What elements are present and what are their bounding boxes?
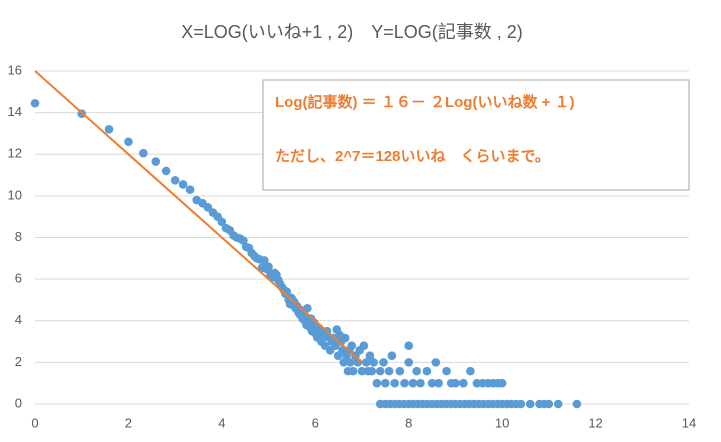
data-point	[348, 366, 358, 376]
y-tick-label: 10	[8, 187, 22, 202]
annotation: Log(記事数) ＝ １６－ ２Log(いいね数 + １)	[275, 93, 575, 111]
data-point	[390, 378, 400, 388]
data-point	[416, 378, 425, 388]
y-tick-label: 4	[15, 312, 22, 327]
data-point	[260, 256, 269, 265]
y-tick-label: 16	[8, 62, 22, 77]
data-point	[459, 378, 468, 388]
data-point	[400, 378, 409, 388]
data-point	[104, 124, 114, 134]
data-point	[185, 185, 195, 194]
x-tick-label: 4	[218, 415, 225, 430]
data-point	[395, 366, 405, 376]
trendline	[34, 70, 363, 364]
data-point	[367, 366, 377, 376]
data-point	[30, 98, 40, 108]
data-point	[346, 358, 355, 367]
data-point	[264, 262, 273, 271]
data-point	[357, 366, 367, 376]
data-point	[139, 148, 148, 158]
annotation-box	[262, 79, 690, 191]
data-point	[381, 378, 390, 388]
data-point	[124, 137, 133, 147]
data-point	[544, 399, 554, 409]
x-tick-label: 14	[682, 415, 696, 430]
data-point	[170, 175, 180, 185]
x-tick-label: 0	[31, 415, 38, 430]
y-tick-label: 6	[15, 271, 22, 286]
data-point	[572, 399, 582, 409]
data-point	[525, 399, 535, 409]
data-point	[151, 157, 161, 166]
data-point	[161, 166, 171, 176]
data-point	[217, 217, 227, 227]
y-tick-label: 8	[15, 229, 22, 244]
data-point	[553, 399, 563, 409]
data-point	[339, 358, 349, 367]
y-tick-label: 12	[8, 146, 22, 161]
data-point	[384, 366, 394, 376]
x-tick-label: 6	[312, 415, 319, 430]
data-point	[442, 366, 451, 376]
data-point	[466, 366, 475, 376]
data-point	[387, 351, 397, 361]
data-point	[347, 341, 357, 351]
data-point	[408, 378, 418, 388]
x-tick-label: 12	[588, 415, 602, 430]
data-point	[404, 358, 414, 367]
data-point	[359, 341, 369, 351]
data-point	[379, 358, 388, 367]
x-tick-label: 2	[125, 415, 132, 430]
data-point	[361, 358, 371, 367]
data-point	[427, 378, 437, 388]
x-tick-label: 8	[405, 415, 412, 430]
data-point	[516, 399, 526, 409]
data-point	[404, 341, 414, 351]
annotation: ただし、2^7＝128いいね くらいまで。	[275, 148, 550, 165]
chart-title: X=LOG(いいね+1 , 2) Y=LOG(記事数 , 2)	[181, 22, 523, 42]
data-point	[365, 351, 375, 361]
data-point	[375, 366, 385, 376]
data-point	[497, 378, 507, 388]
data-point	[372, 378, 382, 388]
data-point	[422, 366, 432, 376]
data-point	[369, 358, 378, 367]
data-point	[431, 358, 441, 367]
data-point	[303, 303, 312, 313]
y-tick-label: 14	[8, 104, 22, 119]
data-point	[178, 180, 188, 189]
x-tick-label: 10	[495, 415, 509, 430]
data-point	[451, 378, 460, 388]
data-point	[434, 378, 443, 388]
data-point	[340, 333, 350, 343]
data-point	[412, 366, 421, 376]
y-tick-label: 0	[15, 395, 22, 410]
y-tick-label: 2	[15, 354, 22, 369]
